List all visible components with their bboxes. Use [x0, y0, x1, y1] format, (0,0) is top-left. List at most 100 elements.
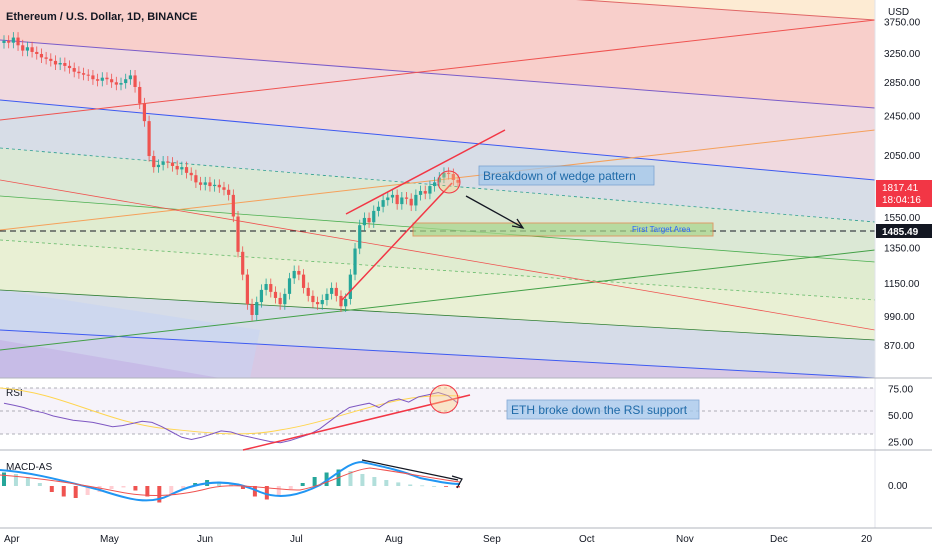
candle-body[interactable]	[353, 248, 357, 275]
candle-body[interactable]	[147, 121, 151, 157]
candle-body[interactable]	[217, 184, 221, 188]
candle-body[interactable]	[428, 186, 432, 194]
candle-body[interactable]	[404, 197, 409, 199]
candle-body[interactable]	[208, 182, 212, 187]
candle-body[interactable]	[241, 251, 245, 275]
candle-body[interactable]	[245, 274, 249, 305]
candle-body[interactable]	[128, 75, 132, 80]
candle-body[interactable]	[222, 187, 226, 190]
direction-arrow[interactable]	[465, 195, 523, 228]
candle-body[interactable]	[367, 217, 371, 223]
candle-body[interactable]	[264, 284, 268, 290]
candle-body[interactable]	[315, 302, 320, 305]
candle-body[interactable]	[334, 287, 338, 296]
candle-body[interactable]	[287, 278, 292, 294]
candle-body[interactable]	[414, 194, 418, 206]
candle-body[interactable]	[16, 37, 20, 46]
wedge-lower[interactable]	[341, 182, 453, 301]
candle-body[interactable]	[386, 197, 390, 201]
candle-body[interactable]	[409, 198, 413, 206]
wedge-annotation-box[interactable]	[478, 165, 655, 186]
candle-body[interactable]	[269, 284, 273, 292]
rsi-pane[interactable]: RSI ETH broke down the RSI support 75.00…	[0, 384, 913, 451]
candle-body[interactable]	[138, 86, 142, 104]
candle-body[interactable]	[63, 63, 67, 66]
candle-body[interactable]	[114, 82, 118, 85]
candle-body[interactable]	[344, 298, 348, 307]
candle-body[interactable]	[437, 177, 441, 183]
breakdown-circle[interactable]	[437, 170, 461, 194]
candle-body[interactable]	[395, 194, 399, 205]
candle-body[interactable]	[184, 167, 189, 173]
candle-body[interactable]	[273, 291, 278, 298]
candle-body[interactable]	[81, 73, 86, 75]
candle-body[interactable]	[311, 295, 315, 303]
candle-body[interactable]	[175, 165, 179, 170]
candle-body[interactable]	[161, 161, 165, 165]
candle-body[interactable]	[100, 77, 104, 81]
candle-body[interactable]	[72, 68, 76, 72]
candle-body[interactable]	[372, 210, 376, 223]
candle-body[interactable]	[283, 293, 287, 305]
candle-body[interactable]	[152, 156, 156, 168]
time-axis[interactable]: Apr May Jun Jul Aug Sep Oct Nov Dec 20	[0, 529, 932, 550]
candle-body[interactable]	[77, 71, 81, 74]
candle-body[interactable]	[49, 58, 53, 61]
candle-body[interactable]	[236, 216, 240, 252]
wedge-upper[interactable]	[345, 129, 506, 215]
candle-body[interactable]	[456, 179, 460, 183]
candle-body[interactable]	[400, 197, 404, 205]
candle-body[interactable]	[423, 191, 427, 194]
candle-body[interactable]	[292, 270, 296, 279]
candle-body[interactable]	[124, 79, 128, 84]
candle-body[interactable]	[259, 289, 264, 303]
candle-body[interactable]	[189, 172, 193, 176]
candle-body[interactable]	[213, 184, 217, 187]
candle-body[interactable]	[381, 200, 385, 207]
candle-body[interactable]	[180, 167, 184, 170]
candle-body[interactable]	[198, 182, 203, 185]
candle-body[interactable]	[278, 297, 282, 305]
candle-body[interactable]	[325, 293, 329, 300]
candle-body[interactable]	[447, 172, 451, 175]
candle-body[interactable]	[166, 161, 170, 163]
candle-body[interactable]	[376, 206, 381, 211]
candle-body[interactable]	[348, 274, 352, 299]
candle-body[interactable]	[250, 304, 254, 315]
candle-body[interactable]	[21, 45, 25, 51]
candle-body[interactable]	[203, 182, 207, 185]
target-area-box[interactable]	[412, 222, 714, 237]
candle-body[interactable]	[53, 60, 58, 65]
candle-body[interactable]	[39, 53, 44, 58]
candle-body[interactable]	[170, 162, 175, 166]
candle-body[interactable]	[320, 299, 324, 305]
macd-pane[interactable]: MACD-AS 0.00	[0, 459, 908, 503]
candle-body[interactable]	[156, 164, 161, 168]
candle-body[interactable]	[44, 57, 48, 59]
candle-body[interactable]	[91, 75, 95, 80]
candle-body[interactable]	[306, 287, 310, 296]
candle-body[interactable]	[301, 274, 306, 288]
candle-body[interactable]	[133, 75, 137, 87]
candle-body[interactable]	[11, 37, 15, 43]
candle-body[interactable]	[432, 182, 437, 187]
candle-body[interactable]	[330, 287, 334, 294]
candle-body[interactable]	[362, 217, 366, 226]
candle-body[interactable]	[297, 270, 301, 275]
candle-body[interactable]	[58, 63, 62, 65]
candle-body[interactable]	[339, 295, 343, 307]
candle-body[interactable]	[7, 40, 11, 43]
candle-body[interactable]	[30, 47, 34, 52]
candle-body[interactable]	[194, 175, 198, 183]
price-axis[interactable]: USD 3750.00 3250.00 2850.00 2450.00 2050.00 1…	[874, 0, 932, 528]
candle-body[interactable]	[358, 225, 362, 249]
candle-body[interactable]	[451, 174, 455, 180]
candle-body[interactable]	[142, 103, 147, 122]
candle-body[interactable]	[86, 74, 90, 76]
candle-body[interactable]	[67, 65, 72, 69]
candle-body[interactable]	[110, 79, 114, 83]
candle-body[interactable]	[227, 189, 231, 195]
candle-body[interactable]	[2, 40, 6, 43]
candle-body[interactable]	[231, 194, 235, 217]
